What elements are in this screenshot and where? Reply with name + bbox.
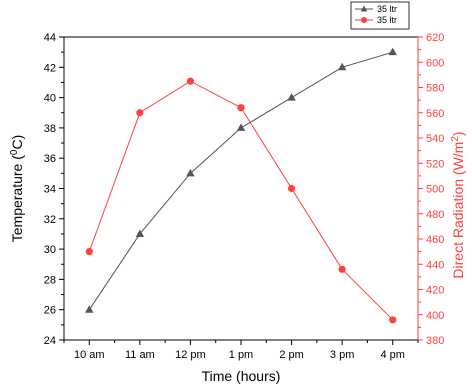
x-tick-label: 10 am bbox=[74, 349, 105, 361]
radiation-point bbox=[389, 316, 397, 324]
right-tick-label: 400 bbox=[426, 310, 444, 322]
left-axis-title: Temperature (0C) bbox=[9, 135, 25, 243]
temperature-point bbox=[337, 62, 347, 71]
left-tick-label: 32 bbox=[44, 214, 56, 226]
right-tick-label: 440 bbox=[426, 259, 444, 271]
left-tick-label: 44 bbox=[44, 32, 56, 44]
left-tick-label: 34 bbox=[44, 184, 56, 196]
right-tick-label: 480 bbox=[426, 209, 444, 221]
right-tick-label: 560 bbox=[426, 108, 444, 120]
right-tick-label: 420 bbox=[426, 285, 444, 297]
x-tick-label: 3 pm bbox=[330, 349, 354, 361]
temperature-point bbox=[287, 93, 296, 101]
x-tick-label: 2 pm bbox=[279, 349, 303, 361]
x-tick-label: 12 pm bbox=[175, 349, 206, 361]
left-tick-label: 36 bbox=[44, 153, 56, 165]
x-tick-label: 1 pm bbox=[229, 349, 253, 361]
left-tick-label: 30 bbox=[44, 244, 56, 256]
right-tick-label: 500 bbox=[426, 184, 444, 196]
x-tick-label: 4 pm bbox=[380, 349, 404, 361]
x-axis-title: Time (hours) bbox=[202, 368, 281, 384]
radiation-point bbox=[85, 248, 93, 256]
radiation-point bbox=[186, 77, 195, 85]
right-tick-label: 380 bbox=[426, 335, 444, 347]
left-tick-label: 42 bbox=[44, 62, 56, 74]
legend-marker-triangle bbox=[360, 5, 368, 12]
radiation-point bbox=[237, 104, 245, 112]
right-tick-label: 580 bbox=[426, 83, 444, 95]
left-tick-label: 24 bbox=[44, 335, 56, 347]
right-tick-label: 540 bbox=[426, 133, 444, 145]
right-tick-label: 460 bbox=[426, 234, 444, 246]
series-line-temperature bbox=[88, 51, 393, 310]
legend-marker-circle bbox=[361, 17, 367, 23]
x-tick-label: 11 am bbox=[125, 349, 155, 361]
right-tick-label: 620 bbox=[426, 32, 444, 44]
left-tick-label: 38 bbox=[44, 123, 56, 135]
temperature-point bbox=[85, 305, 94, 313]
legend-label: 35 ltr bbox=[377, 4, 397, 14]
legend-box bbox=[350, 1, 410, 30]
right-tick-label: 520 bbox=[426, 158, 444, 170]
legend-label: 35 ltr bbox=[377, 15, 397, 25]
series-line-radiation bbox=[88, 80, 394, 321]
left-tick-label: 26 bbox=[44, 305, 56, 317]
temperature-point bbox=[236, 123, 246, 131]
radiation-point bbox=[136, 109, 144, 117]
temperature-point bbox=[388, 47, 397, 56]
left-tick-label: 40 bbox=[44, 93, 56, 105]
radiation-point bbox=[338, 265, 346, 273]
right-tick-label: 600 bbox=[426, 57, 444, 69]
left-tick-label: 28 bbox=[44, 274, 56, 286]
right-axis-title: Direct Radiation (W/m2) bbox=[450, 131, 466, 278]
temperature-point bbox=[186, 168, 195, 177]
temperature-point bbox=[135, 229, 145, 237]
radiation-point bbox=[287, 184, 296, 193]
